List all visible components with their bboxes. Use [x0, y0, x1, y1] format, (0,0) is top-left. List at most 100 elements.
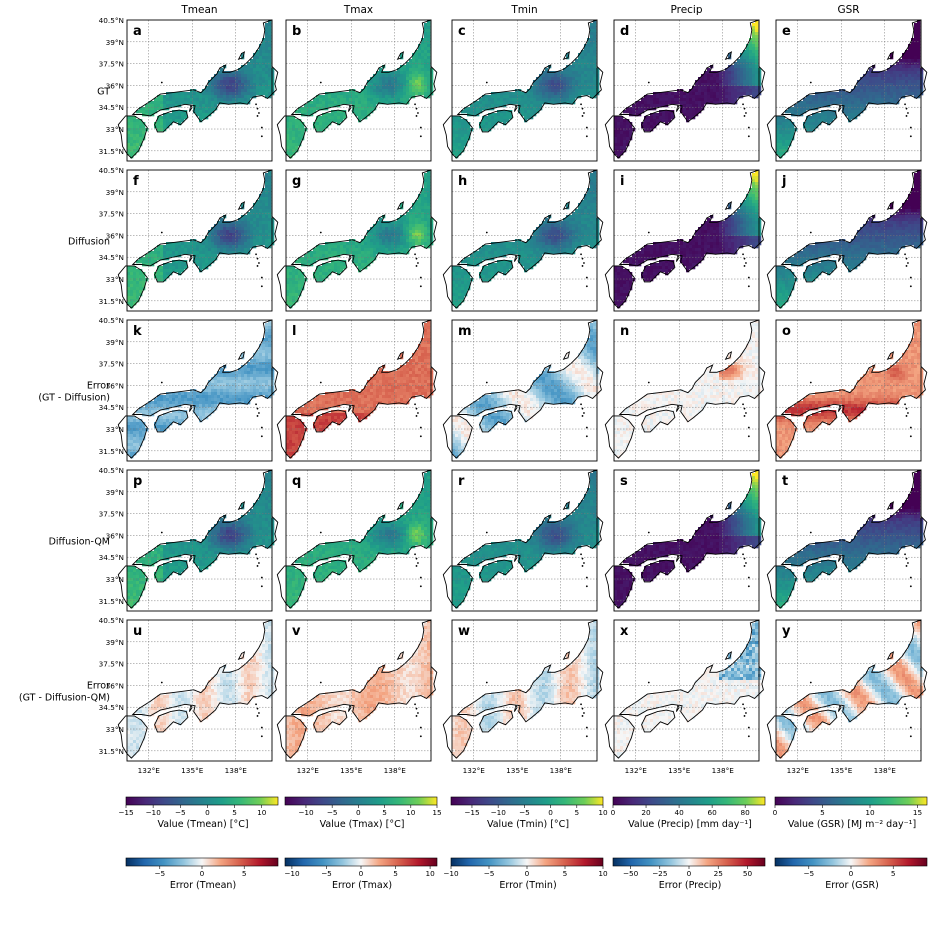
colorbar: −5 0 5 Error (GSR): [774, 857, 928, 891]
row-label: Error (GT - Diffusion): [38, 381, 110, 404]
panel-letter: m: [458, 324, 472, 339]
panel-letter: i: [620, 174, 624, 189]
lat-tick-label: 34.5°N: [99, 103, 124, 112]
map-panel: e GSR: [766, 4, 928, 162]
lat-tick-label: 36°N: [106, 81, 124, 90]
lon-tick-label: 132°E: [138, 766, 161, 775]
colorbar-tick-label: 10: [865, 808, 875, 817]
colorbar-label: Error (Precip): [659, 880, 722, 891]
coastline: [562, 351, 571, 360]
lat-tick-label: 31.5°N: [99, 447, 124, 456]
colorbar-label: Value (Precip) [mm day⁻¹]: [628, 819, 752, 830]
coastline: [641, 409, 676, 433]
lat-tick-label: 37.5°N: [99, 660, 124, 669]
colorbar-tick-label: −50: [623, 869, 639, 878]
lat-tick-label: 37.5°N: [99, 60, 124, 69]
column-title: Tmin: [510, 4, 537, 16]
colorbar-tick-label: 5: [563, 869, 568, 878]
coastline: [641, 559, 676, 583]
lon-tick-label: 132°E: [463, 766, 486, 775]
colorbar-tick-label: 0: [525, 869, 530, 878]
coastline: [604, 565, 635, 609]
colorbar: −10 −5 0 5 10 Error (Tmin): [443, 857, 608, 891]
colorbar-label: Value (Tmin) [°C]: [487, 819, 569, 830]
lat-tick-label: 33°N: [106, 725, 124, 734]
colorbar-tick-label: −5: [175, 808, 186, 817]
lat-tick-label: 40.5°N: [99, 166, 124, 175]
coastline: [479, 559, 514, 583]
map-panel: h: [442, 169, 604, 312]
panel-letter: h: [458, 174, 467, 189]
colorbar-tick-label: 0: [359, 869, 364, 878]
colorbar: −50 −25 0 25 50 Error (Precip): [612, 857, 766, 891]
map-panel: q: [276, 469, 438, 612]
lat-tick-label: 34.5°N: [99, 553, 124, 562]
map-panel: g: [276, 169, 438, 312]
coastline: [803, 559, 838, 583]
coastline: [837, 404, 842, 412]
colorbar-tick-label: −10: [284, 869, 300, 878]
colorbar-tick-label: 80: [741, 808, 751, 817]
panel-letter: e: [782, 24, 791, 39]
colorbar-label: Error (Tmin): [499, 880, 556, 891]
colorbar-tick-label: −5: [327, 808, 338, 817]
coastline: [675, 254, 680, 262]
lon-tick-label: 138°E: [225, 766, 248, 775]
panel-letter: l: [292, 324, 296, 339]
lon-tick-label: 135°E: [340, 766, 363, 775]
lat-tick-label: 31.5°N: [99, 147, 124, 156]
coastline: [724, 651, 733, 660]
lon-tick-label: 135°E: [506, 766, 529, 775]
column-title: Tmean: [180, 4, 217, 16]
map-panel: v 132°E 135°E 138°E: [276, 619, 438, 775]
lat-tick-label: 33°N: [106, 425, 124, 434]
row-label: Error (GT - Diffusion-QM): [19, 681, 110, 704]
coastline: [675, 554, 680, 562]
lon-tick-label: 138°E: [550, 766, 573, 775]
colorbar-label: Error (GSR): [825, 880, 879, 891]
map-panel: x 132°E 135°E 138°E: [604, 619, 766, 775]
column-title: Precip: [670, 4, 702, 16]
panel-letter: f: [133, 174, 139, 189]
colorbar-tick-label: 0: [849, 869, 854, 878]
coastline: [513, 254, 518, 262]
coastline: [396, 51, 405, 60]
colorbar-tick-label: 10: [257, 808, 267, 817]
colorbar-tick-label: 60: [707, 808, 717, 817]
lat-tick-label: 36°N: [106, 531, 124, 540]
lat-tick-label: 33°N: [106, 575, 124, 584]
colorbar-tick-label: 5: [891, 869, 896, 878]
lat-tick-label: 34.5°N: [99, 703, 124, 712]
map-panel: p 40.5°N 39°N 37.5°N 36°N 34.5°N 33°N 31.5°N: [99, 466, 279, 612]
coastline: [724, 51, 733, 60]
column-title: GSR: [837, 4, 859, 16]
coastline: [396, 351, 405, 360]
colorbar-tick-label: −5: [321, 869, 332, 878]
coastline: [641, 709, 676, 733]
colorbar-tick-label: 5: [242, 869, 247, 878]
panel-letter: r: [458, 474, 465, 489]
coastline: [803, 109, 838, 133]
coastline: [513, 404, 518, 412]
coastline: [188, 104, 193, 112]
coastline: [479, 259, 514, 283]
panel-letter: c: [458, 24, 466, 39]
lat-tick-label: 40.5°N: [99, 616, 124, 625]
coastline: [886, 351, 895, 360]
coastline: [641, 109, 676, 133]
coastline: [675, 104, 680, 112]
lon-tick-label: 132°E: [625, 766, 648, 775]
lat-tick-label: 37.5°N: [99, 210, 124, 219]
map-panel: k 40.5°N 39°N 37.5°N 36°N 34.5°N 33°N 31.5°N: [99, 316, 279, 462]
coastline: [237, 351, 246, 360]
coastline: [313, 559, 348, 583]
lat-tick-label: 34.5°N: [99, 253, 124, 262]
colorbar: −5 0 5 Error (Tmean): [125, 857, 279, 891]
coastline: [237, 651, 246, 660]
lat-tick-label: 39°N: [106, 638, 124, 647]
lat-tick-label: 39°N: [106, 338, 124, 347]
lat-tick-label: 31.5°N: [99, 297, 124, 306]
lat-tick-label: 40.5°N: [99, 316, 124, 325]
coastline: [479, 409, 514, 433]
map-panel: n: [604, 319, 766, 462]
